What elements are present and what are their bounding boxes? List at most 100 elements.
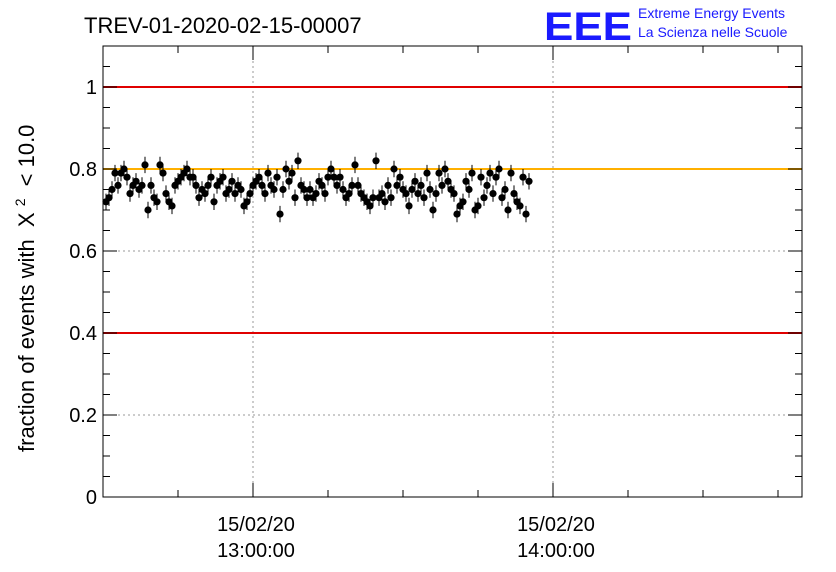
data-point [204,181,212,189]
y-tick-label: 0.6 [69,241,97,263]
data-point [330,173,338,181]
data-point [516,202,524,210]
data-point [417,181,425,189]
grid [103,46,802,497]
data-point [408,185,416,194]
data-point [303,194,311,202]
data-point [483,181,491,189]
data-point [444,177,452,185]
y-tick-label: 0.2 [69,405,97,427]
data-point [504,206,512,214]
data-point [522,210,530,218]
chart-title: TREV-01-2020-02-15-00007 [84,13,362,38]
data-point [195,194,203,202]
data-point [282,165,290,173]
logo-line-2: La Scienza nelle Scuole [638,24,788,40]
y-axis-label-chi: X [14,212,39,227]
data-point [462,177,470,185]
eee-logo: EEE Extreme Energy Events La Scienza nel… [544,5,788,49]
data-point [273,173,281,181]
data-point [366,202,374,210]
data-point [519,173,527,181]
data-point [381,198,389,206]
data-point [393,181,401,189]
reference-lines [103,86,802,334]
data-point [261,190,269,198]
data-point [348,181,356,189]
data-point [123,173,131,181]
data-point [270,185,278,194]
data-point [210,198,218,206]
x-tick-date: 15/02/20 [217,514,295,536]
data-point [492,173,500,181]
data-point [201,190,209,198]
data-point [183,165,191,173]
logo-mark: EEE [544,5,632,49]
data-point [279,185,287,194]
data-point [477,173,485,181]
data-point [219,173,227,181]
y-tick-label: 0.8 [69,159,97,181]
data-point [147,181,155,189]
data-point [405,202,413,210]
data-point [168,202,176,210]
x-tick-time: 14:00:00 [517,540,595,562]
data-point [327,165,335,173]
data-point [108,185,116,194]
data-point [402,190,410,198]
data-point [426,185,434,194]
data-point [162,190,170,198]
data-point [495,165,503,173]
data-point [453,210,461,218]
y-tick-label: 0 [86,487,97,509]
data-point [255,173,263,181]
data-point [111,169,119,177]
data-point [435,169,443,177]
data-point [276,210,284,218]
data-point [438,181,446,189]
data-point [390,165,398,173]
y-axis-label-sup: 2 [12,198,28,206]
data-point [354,181,362,189]
data-point [345,190,353,198]
data-point [159,169,167,177]
y-axis: 0 0.2 0.4 0.6 0.8 1 [69,45,802,509]
data-point [114,181,122,189]
y-axis-label-tail: < 10.0 [14,125,39,187]
plot-frame [102,45,803,498]
data-point [237,185,245,194]
data-point [333,181,341,189]
data-point [474,202,482,210]
data-point [264,169,272,177]
data-point [525,177,533,185]
x-axis: 15/02/20 13:00:00 15/02/20 14:00:00 [102,46,779,562]
data-point [132,177,140,185]
data-point [420,194,428,202]
data-point [138,181,146,189]
data-point [141,161,149,169]
y-tick-label: 1 [86,77,97,99]
data-point [246,190,254,198]
x-tick-date: 15/02/20 [517,514,595,536]
data-point [321,190,329,198]
data-point [450,190,458,198]
data-point [324,173,332,181]
data-point [306,185,314,194]
data-point [489,190,497,198]
data-point [384,181,392,189]
data-point [285,177,293,185]
data-point [312,190,320,198]
data-point [120,165,128,173]
data-point [228,177,236,185]
y-axis-label-text: fraction of events with [14,239,39,452]
data-point [372,157,380,165]
data-point [465,185,473,194]
data-point [339,185,347,194]
data-point [156,161,164,169]
data-point [501,185,509,194]
data-point [294,157,302,165]
logo-line-1: Extreme Energy Events [638,5,785,21]
data-points [102,152,533,223]
data-point [396,173,404,181]
data-point [105,194,113,202]
